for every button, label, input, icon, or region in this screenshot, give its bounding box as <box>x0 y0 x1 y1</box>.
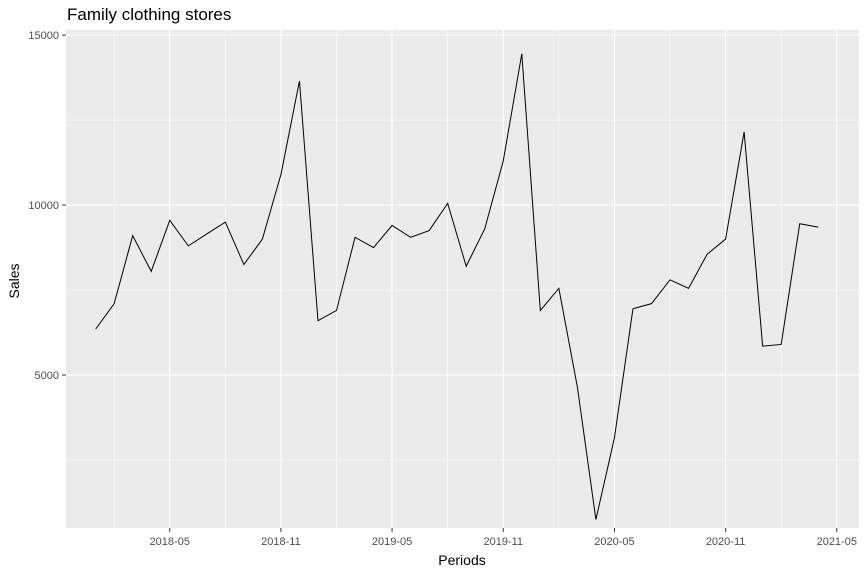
plot-panel <box>66 30 859 528</box>
x-tick-label: 2020-05 <box>594 536 634 548</box>
y-tick-label: 15000 <box>28 30 59 42</box>
major-gridlines <box>66 30 859 528</box>
x-tick-label: 2021-05 <box>817 536 857 548</box>
minor-gridlines <box>66 30 859 528</box>
x-axis: 2018-05 2018-11 2019-05 2019-11 2020-05 2020-… <box>150 528 857 548</box>
x-axis-title: Periods <box>438 552 485 568</box>
x-tick-label: 2019-05 <box>372 536 412 548</box>
y-axis-title: Sales <box>6 263 22 298</box>
y-tick-label: 10000 <box>28 200 59 212</box>
x-tick-label: 2018-11 <box>261 536 301 548</box>
y-tick-label: 5000 <box>35 370 59 382</box>
x-tick-label: 2020-11 <box>706 536 746 548</box>
x-tick-label: 2018-05 <box>150 536 190 548</box>
sales-series-line <box>95 53 819 520</box>
y-axis: 5000 10000 15000 <box>28 30 66 382</box>
chart-title: Family clothing stores <box>67 5 232 24</box>
x-tick-label: 2019-11 <box>483 536 523 548</box>
